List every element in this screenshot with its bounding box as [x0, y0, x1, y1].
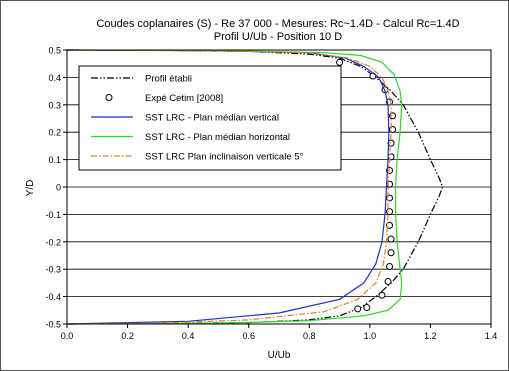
y-tick-label: -0.4	[45, 292, 61, 302]
data-marker	[389, 125, 397, 133]
x-tick-label: 0.6	[242, 331, 255, 341]
series-layer	[66, 49, 444, 325]
x-axis-label: U/Ub	[268, 350, 291, 361]
x-tick-label: 1.0	[364, 331, 377, 341]
y-axis-label: Y/D	[25, 180, 36, 197]
axis-ticks	[63, 49, 492, 328]
y-tick-label: 0.2	[48, 128, 61, 138]
legend-label: SST LRC - Plan médian horizontal	[145, 132, 290, 143]
series-line-4	[66, 49, 403, 325]
chart-subtitle: Profil U/Ub - Position 10 D	[214, 31, 342, 43]
x-tick-label: 0.2	[121, 331, 134, 341]
x-tick-label: 0.0	[61, 331, 74, 341]
y-tick-labels: -0.5 -0.4 -0.3 -0.2 -0.1 0 0.1 0.2 0.3 0.4 0.5	[45, 46, 61, 330]
y-tick-label: -0.5	[45, 320, 61, 330]
data-marker	[389, 112, 397, 120]
legend-label: Expé Cetim [2008]	[145, 93, 223, 104]
y-tick-label: 0.3	[48, 100, 61, 110]
series-line-5	[66, 49, 392, 325]
y-tick-label: -0.3	[45, 265, 61, 275]
data-marker	[386, 208, 394, 216]
chart-title: Coudes coplanaires (S) - Re 37 000 - Mes…	[96, 18, 459, 30]
data-marker	[363, 304, 371, 312]
legend-marker	[105, 94, 113, 101]
y-tick-label: 0.1	[48, 155, 61, 165]
y-tick-label: 0.4	[48, 73, 61, 83]
data-marker	[336, 58, 344, 66]
y-tick-label: 0.5	[48, 46, 61, 56]
x-tick-label: 1.4	[485, 331, 498, 341]
data-marker	[386, 180, 394, 188]
data-marker	[354, 305, 362, 313]
x-tick-label: 1.2	[424, 331, 437, 341]
legend-label: SST LRC Plan inclinaison verticale 5°	[145, 152, 304, 163]
y-tick-label: -0.1	[45, 210, 61, 220]
y-tick-label: 0	[56, 183, 61, 193]
data-marker	[387, 249, 395, 257]
data-marker	[378, 291, 386, 299]
legend-box	[78, 65, 342, 171]
x-tick-labels: 0.0 0.2 0.4 0.6 0.8 1.0 1.2 1.4	[61, 331, 498, 341]
legend: Profil établi Expé Cetim [2008] SST LRC - …	[78, 65, 342, 171]
legend-label: Profil établi	[145, 74, 192, 85]
legend-label: SST LRC - Plan médian vertical	[145, 113, 279, 124]
data-marker	[387, 235, 395, 243]
data-marker	[384, 278, 392, 286]
y-tick-label: -0.2	[45, 237, 61, 247]
x-tick-label: 0.8	[303, 331, 316, 341]
data-marker	[386, 262, 394, 270]
x-tick-label: 0.4	[182, 331, 195, 341]
series-line-1	[66, 49, 444, 325]
